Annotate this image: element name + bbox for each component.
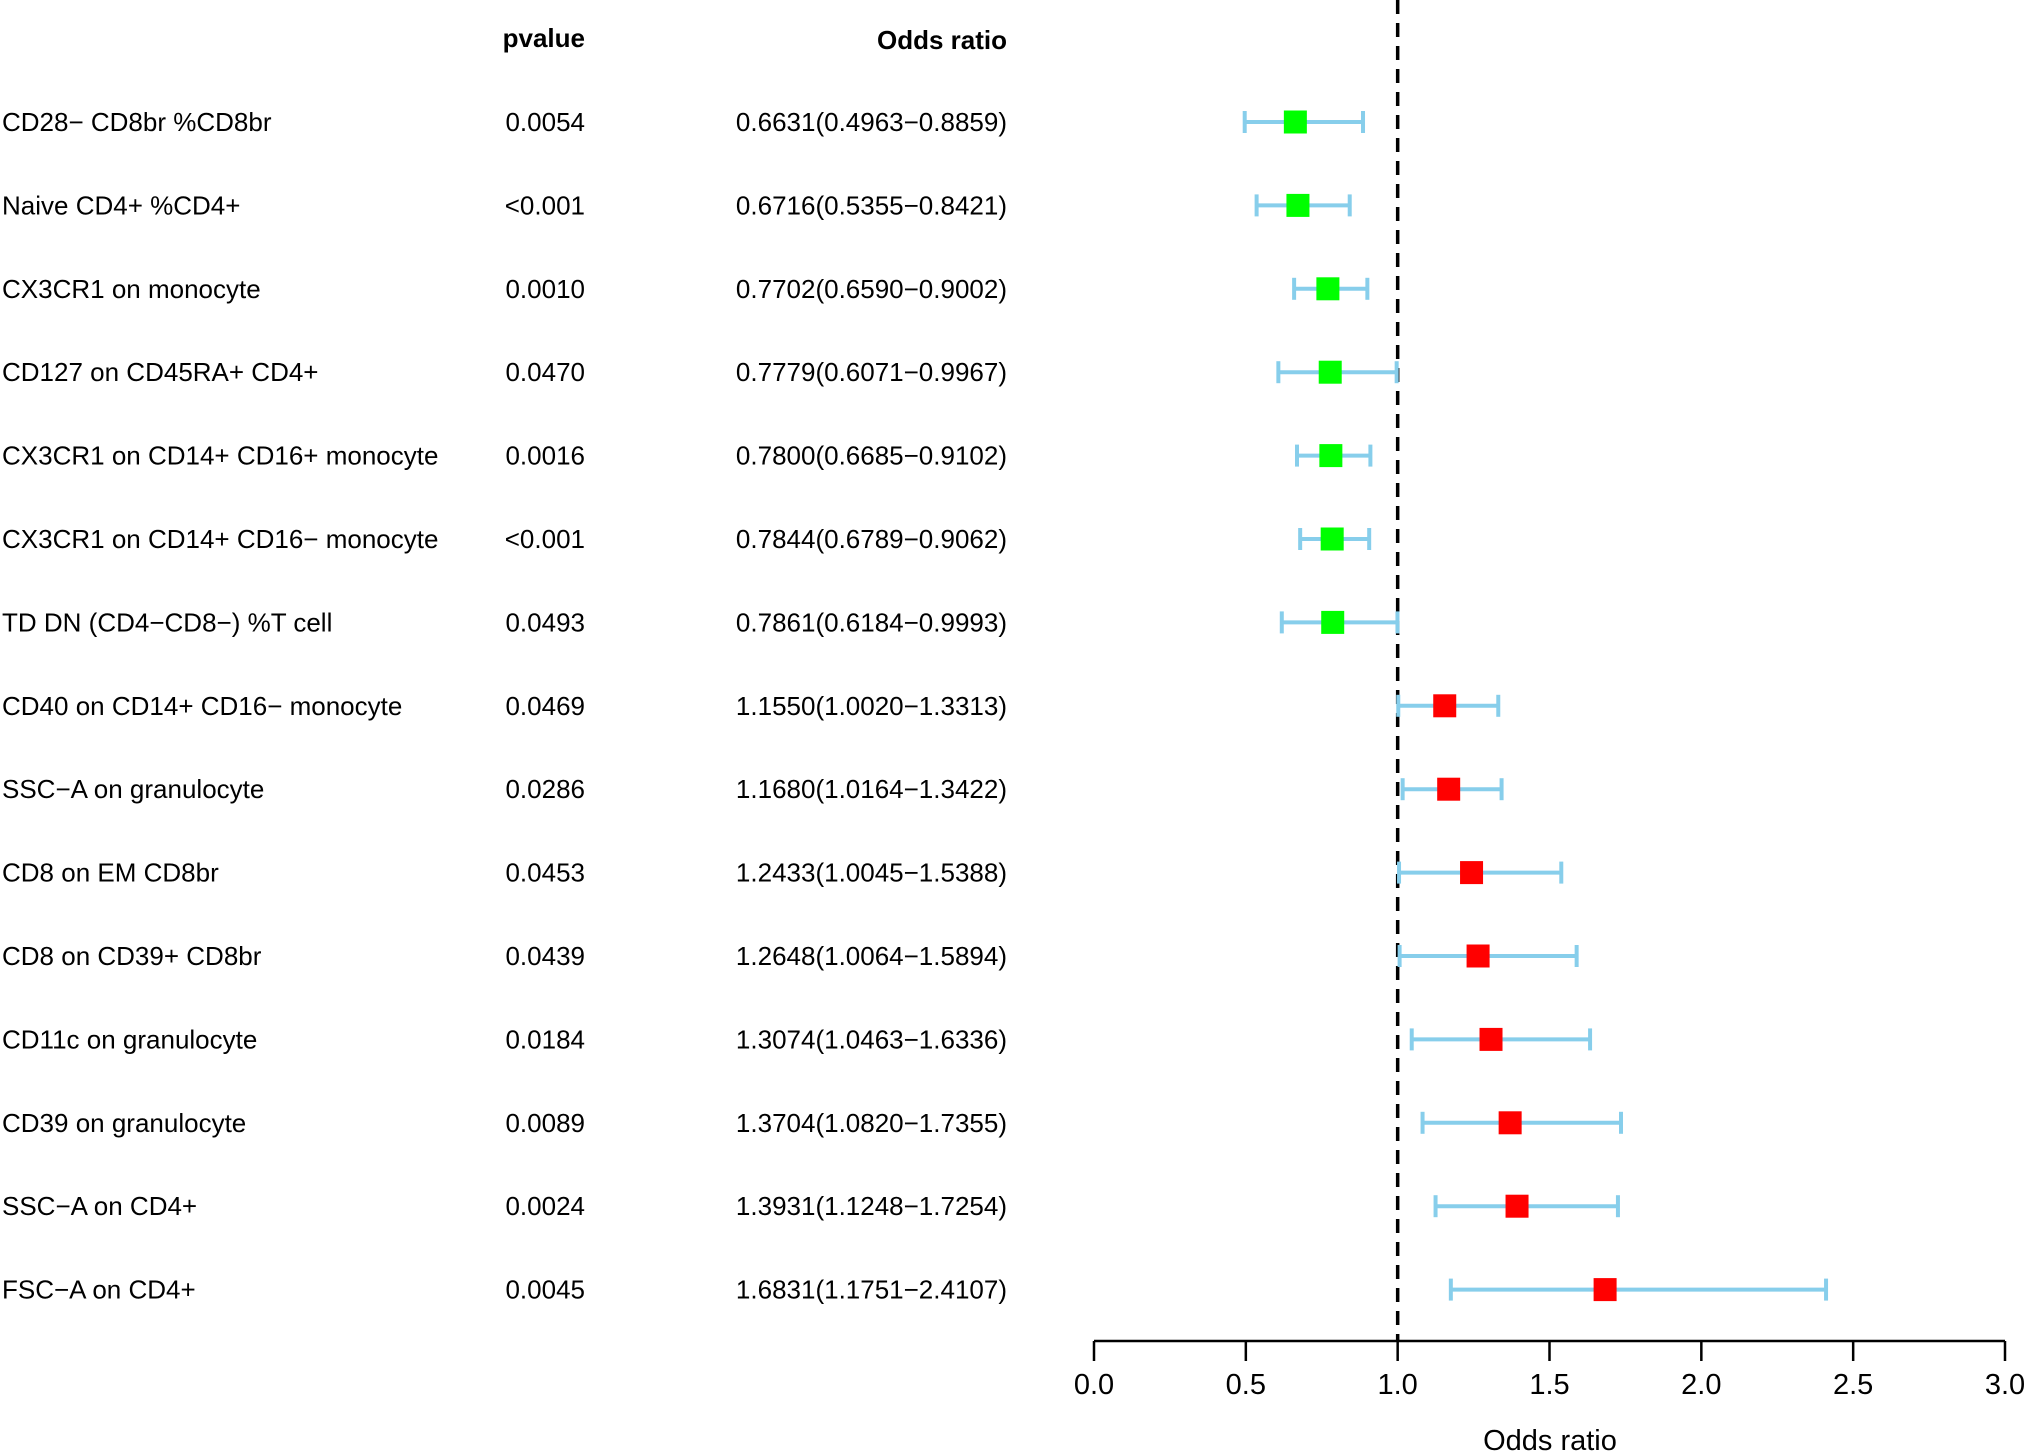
row-label: CD39 on granulocyte [2, 1108, 246, 1138]
row-odds-ratio-text: 1.3704(1.0820−1.7355) [736, 1108, 1007, 1138]
odds-ratio-point [1460, 861, 1484, 885]
row-pvalue: <0.001 [505, 190, 585, 220]
x-axis-label: Odds ratio [1483, 1425, 1617, 1455]
odds-ratio-point [1286, 193, 1310, 217]
x-tick-label: 0.0 [1074, 1369, 1114, 1401]
row-pvalue: 0.0469 [505, 691, 585, 721]
row-pvalue: 0.0493 [505, 607, 585, 637]
odds-ratio-point [1319, 444, 1343, 468]
x-tick-label: 1.5 [1529, 1369, 1569, 1401]
odds-ratio-point [1505, 1194, 1529, 1218]
row-label: CX3CR1 on CD14+ CD16+ monocyte [2, 441, 438, 471]
row-odds-ratio-text: 1.2648(1.0064−1.5894) [736, 941, 1007, 971]
x-tick-label: 2.0 [1681, 1369, 1721, 1401]
odds-ratio-point [1433, 694, 1457, 718]
row-label: CD8 on CD39+ CD8br [2, 941, 262, 971]
row-pvalue: 0.0054 [505, 107, 585, 137]
row-label: CD40 on CD14+ CD16− monocyte [2, 691, 402, 721]
odds-ratio-point [1437, 777, 1461, 801]
header-pvalue: pvalue [503, 23, 585, 53]
row-label: Naive CD4+ %CD4+ [2, 190, 240, 220]
odds-ratio-point [1318, 360, 1342, 384]
row-odds-ratio-text: 0.7702(0.6590−0.9002) [736, 274, 1007, 304]
row-odds-ratio-text: 0.7844(0.6789−0.9062) [736, 524, 1007, 554]
row-label: CD127 on CD45RA+ CD4+ [2, 357, 319, 387]
row-pvalue: 0.0016 [505, 441, 585, 471]
odds-ratio-point [1498, 1111, 1522, 1135]
row-label: CX3CR1 on monocyte [2, 274, 261, 304]
row-odds-ratio-text: 1.3931(1.1248−1.7254) [736, 1191, 1007, 1221]
row-odds-ratio-text: 0.7800(0.6685−0.9102) [736, 441, 1007, 471]
odds-ratio-point [1320, 527, 1344, 551]
x-axis: 0.0 0.5 1.0 1.5 2.0 2.5 3.0 [1074, 1339, 2025, 1401]
x-tick-label: 0.5 [1226, 1369, 1266, 1401]
row-odds-ratio-text: 0.7861(0.6184−0.9993) [736, 607, 1007, 637]
row-pvalue: 0.0089 [505, 1108, 585, 1138]
odds-ratio-point [1316, 277, 1340, 301]
row-pvalue: 0.0184 [505, 1024, 585, 1054]
x-tick-label: 2.5 [1833, 1369, 1873, 1401]
row-odds-ratio-text: 0.6631(0.4963−0.8859) [736, 107, 1007, 137]
odds-ratio-point [1479, 1027, 1503, 1051]
row-label: CD28− CD8br %CD8br [2, 107, 272, 137]
row-pvalue: 0.0024 [505, 1191, 585, 1221]
row-odds-ratio-text: 1.3074(1.0463−1.6336) [736, 1024, 1007, 1054]
rows: CD28− CD8br %CD8br 0.0054 0.6631(0.4963−0.… [2, 107, 1007, 1305]
row-pvalue: 0.0453 [505, 858, 585, 888]
row-odds-ratio-text: 0.7779(0.6071−0.9967) [736, 357, 1007, 387]
row-pvalue: <0.001 [505, 524, 585, 554]
row-label: SSC−A on granulocyte [2, 774, 264, 804]
row-odds-ratio-text: 1.6831(1.1751−2.4107) [736, 1275, 1007, 1305]
row-pvalue: 0.0010 [505, 274, 585, 304]
row-pvalue: 0.0045 [505, 1275, 585, 1305]
x-tick-label: 1.0 [1378, 1369, 1418, 1401]
row-pvalue: 0.0439 [505, 941, 585, 971]
row-odds-ratio-text: 0.6716(0.5355−0.8421) [736, 190, 1007, 220]
row-label: CD8 on EM CD8br [2, 858, 219, 888]
row-label: CX3CR1 on CD14+ CD16− monocyte [2, 524, 438, 554]
row-odds-ratio-text: 1.1680(1.0164−1.3422) [736, 774, 1007, 804]
header-odds-ratio: Odds ratio [877, 25, 1007, 55]
row-pvalue: 0.0470 [505, 357, 585, 387]
odds-ratio-point [1466, 944, 1490, 968]
odds-ratio-point [1283, 110, 1307, 134]
odds-ratio-point [1593, 1278, 1617, 1302]
marks [1242, 110, 1829, 1302]
row-label: SSC−A on CD4+ [2, 1191, 197, 1221]
x-tick-label: 3.0 [1985, 1369, 2025, 1401]
row-label: CD11c on granulocyte [2, 1024, 257, 1054]
row-odds-ratio-text: 1.2433(1.0045−1.5388) [736, 858, 1007, 888]
row-odds-ratio-text: 1.1550(1.0020−1.3313) [736, 691, 1007, 721]
row-label: TD DN (CD4−CD8−) %T cell [2, 607, 332, 637]
row-pvalue: 0.0286 [505, 774, 585, 804]
odds-ratio-point [1321, 610, 1345, 634]
row-label: FSC−A on CD4+ [2, 1275, 196, 1305]
